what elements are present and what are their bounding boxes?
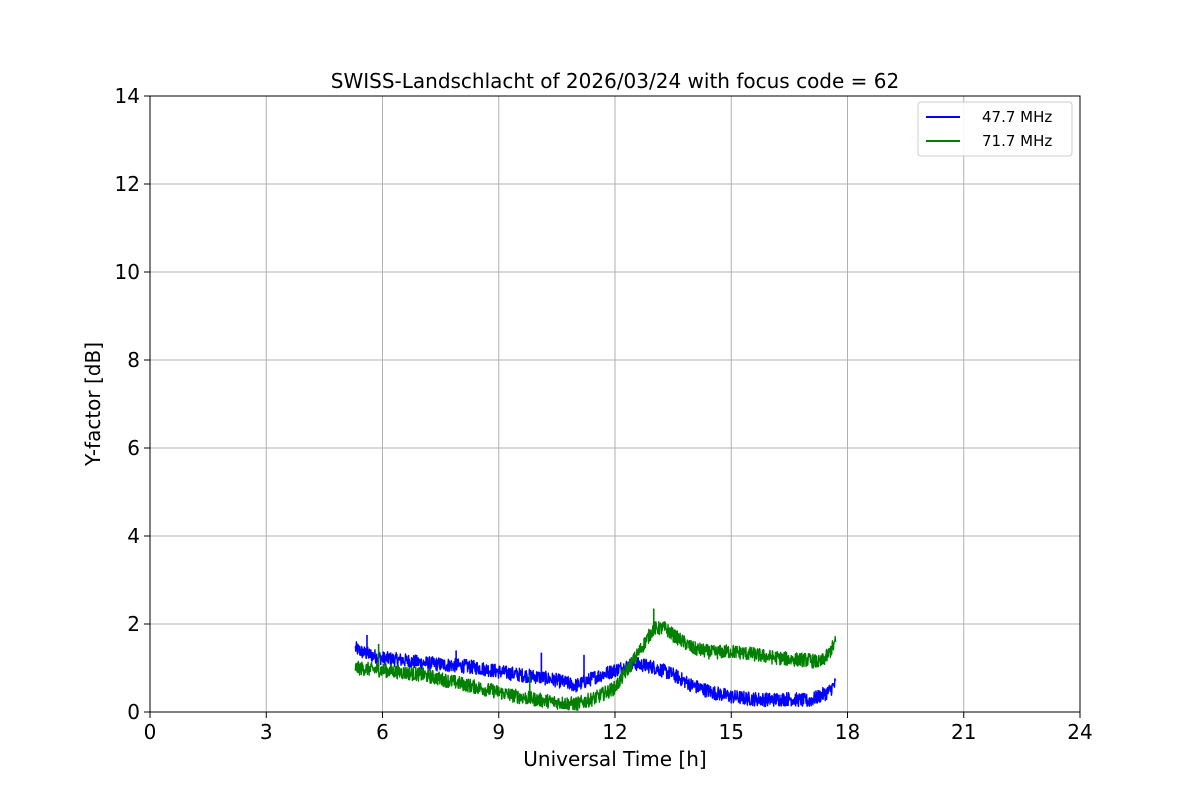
x-tick-label: 3 bbox=[260, 720, 273, 744]
y-tick-label: 10 bbox=[115, 260, 140, 284]
y-tick-label: 4 bbox=[127, 524, 140, 548]
legend-box bbox=[917, 101, 1073, 157]
legend: 47.7 MHz 71.7 MHz bbox=[917, 101, 1073, 157]
y-tick-label: 0 bbox=[127, 700, 140, 724]
x-tick-label: 12 bbox=[602, 720, 627, 744]
chart-title: SWISS-Landschlacht of 2026/03/24 with fo… bbox=[331, 69, 899, 93]
legend-label-47-7: 47.7 MHz bbox=[982, 108, 1052, 126]
series-line bbox=[354, 620, 837, 711]
x-tick-label: 9 bbox=[492, 720, 505, 744]
x-tick-label: 18 bbox=[835, 720, 860, 744]
legend-label-71-7: 71.7 MHz bbox=[982, 132, 1052, 150]
y-tick-label: 2 bbox=[127, 612, 140, 636]
series-line bbox=[354, 641, 837, 708]
y-tick-label: 6 bbox=[127, 436, 140, 460]
series-71-7-mhz bbox=[354, 608, 837, 711]
x-tick-label: 6 bbox=[376, 720, 389, 744]
y-tick-label: 14 bbox=[115, 84, 140, 108]
y-tick-label: 8 bbox=[127, 348, 140, 372]
y-axis-label: Y-factor [dB] bbox=[81, 342, 105, 467]
x-tick-label: 24 bbox=[1067, 720, 1092, 744]
x-tick-label: 15 bbox=[719, 720, 744, 744]
series-layer bbox=[354, 608, 837, 711]
x-tick-label: 21 bbox=[951, 720, 976, 744]
x-tick-label: 0 bbox=[144, 720, 157, 744]
y-tick-label: 12 bbox=[115, 172, 140, 196]
series-47-7-mhz bbox=[354, 635, 837, 708]
x-axis-label: Universal Time [h] bbox=[523, 747, 706, 771]
